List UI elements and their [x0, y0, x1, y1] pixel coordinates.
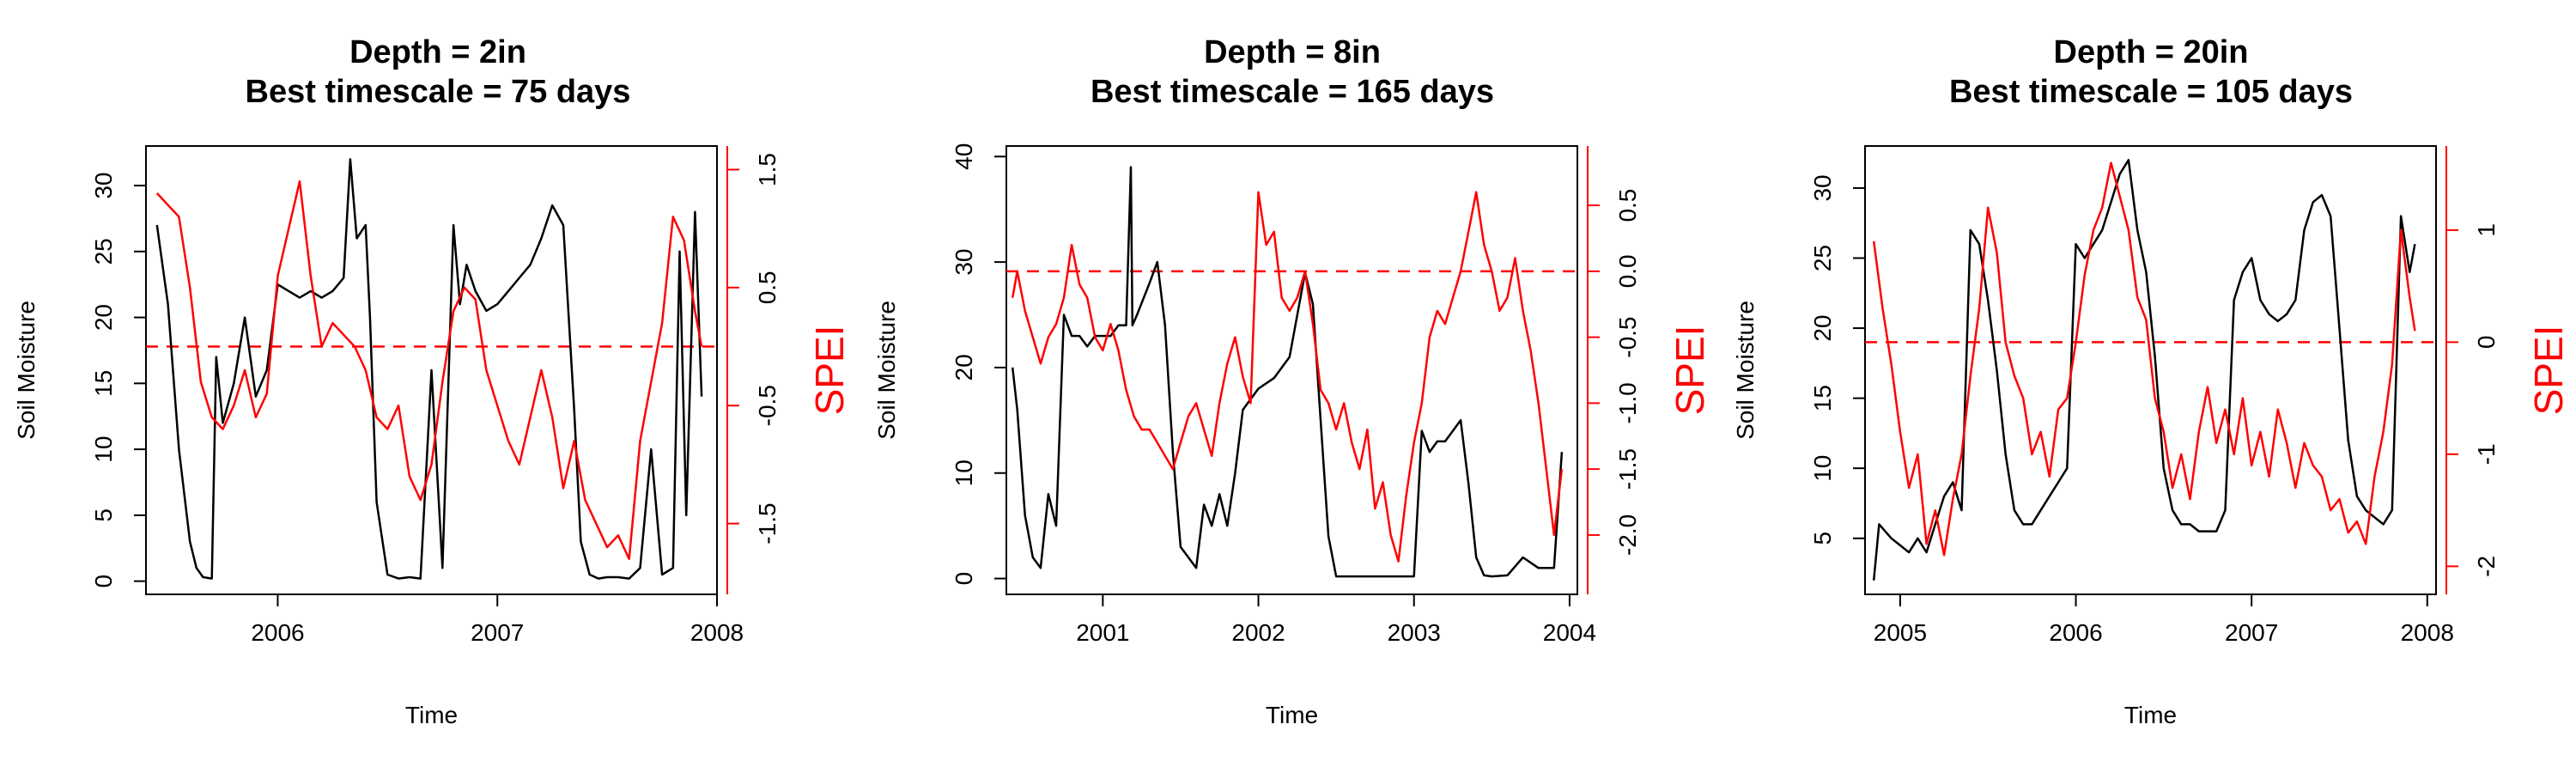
- panel-2-soil-moisture-line: [1011, 166, 1564, 578]
- panel-3-y2-tick-label: 1: [2473, 223, 2500, 237]
- panel-3-y-axis-label: Soil Moisture: [1732, 301, 1759, 440]
- panel-2-x-tick-label: 2003: [1388, 619, 1441, 646]
- panel-3-y-tick-label: 15: [1809, 385, 1836, 411]
- panel-1-y-tick-label: 15: [90, 370, 117, 397]
- panel-1-y-tick-label: 20: [90, 304, 117, 331]
- panel-2-y-tick-label: 10: [951, 460, 977, 486]
- panel-2-y2-tick-label: -1.5: [1614, 448, 1641, 490]
- panel-2-x-axis-label: Time: [1266, 702, 1318, 728]
- panel-3-y-tick-label: 25: [1809, 245, 1836, 271]
- panel-1-title-line1: Depth = 2in: [349, 34, 526, 70]
- panel-1-x-tick-label: 2006: [251, 619, 304, 646]
- panel-3-y2-tick-label: -2: [2473, 556, 2500, 577]
- panel-3-y-tick-label: 5: [1809, 532, 1836, 545]
- panel-2-y-tick-label: 20: [951, 354, 977, 380]
- panel-3-title-line1: Depth = 20in: [2053, 34, 2249, 70]
- panel-3-y-tick-label: 20: [1809, 314, 1836, 341]
- panel-2-title: Depth = 8in Best timescale = 165 days: [906, 33, 1679, 112]
- panel-1-y-tick-label: 0: [90, 575, 117, 588]
- panel-3-soil-moisture-line: [1872, 159, 2416, 581]
- panel-3-y-tick-label: 10: [1809, 455, 1836, 482]
- panel-3-y-tick-label: 30: [1809, 174, 1836, 201]
- panel-2-y2-tick-label: -2.0: [1614, 514, 1641, 556]
- panel-3-title-line2: Best timescale = 105 days: [1948, 74, 2354, 110]
- panel-2-y2-tick-label: 0.5: [1614, 189, 1641, 222]
- panel-1-y2-tick-label: -1.5: [754, 502, 781, 544]
- panel-1-y2-axis-label: SPEI: [807, 326, 852, 416]
- panel-2-y-tick-label: 0: [951, 572, 977, 586]
- panel-2-title-line2: Best timescale = 165 days: [1090, 74, 1495, 110]
- panel-2-y2-axis-label: SPEI: [1668, 326, 1712, 416]
- panel-1-title: Depth = 2in Best timescale = 75 days: [52, 33, 824, 112]
- panel-2-y2-tick-label: -1.0: [1614, 382, 1641, 423]
- panel-1-y-tick-label: 25: [90, 238, 117, 265]
- panel-2-x-tick-label: 2002: [1231, 619, 1285, 646]
- panel-2-x-tick-label: 2001: [1076, 619, 1129, 646]
- panel-2-spei-line: [1011, 191, 1564, 563]
- panel-3-x-tick-label: 2008: [2401, 619, 2454, 646]
- panel-3-y2-axis-label: SPEI: [2526, 326, 2571, 416]
- panel-3-x-tick-label: 2006: [2049, 619, 2102, 646]
- panel-1-spei-line: [155, 180, 703, 561]
- panel-1-y-tick-label: 10: [90, 436, 117, 463]
- panel-2-y-tick-label: 40: [951, 143, 977, 170]
- panel-1-x-axis-label: Time: [405, 702, 458, 728]
- panel-2-y2-tick-label: 0.0: [1614, 254, 1641, 288]
- panel-1-plot-box: [145, 145, 718, 595]
- panel-1-y-axis-label: Soil Moisture: [13, 301, 39, 440]
- panel-1-title-line2: Best timescale = 75 days: [245, 74, 631, 110]
- panel-2-y2-tick-label: -0.5: [1614, 316, 1641, 357]
- panel-1-y2-tick-label: 0.5: [754, 271, 781, 304]
- panel-3-plot-box: [1864, 145, 2437, 595]
- panel-2-y-tick-label: 30: [951, 249, 977, 276]
- panel-3-x-tick-label: 2007: [2225, 619, 2278, 646]
- panel-3-y2-tick-label: -1: [2473, 443, 2500, 465]
- panel-3-spei-line: [1872, 161, 2416, 557]
- panel-3-x-tick-label: 2005: [1874, 619, 1927, 646]
- panel-1-y-tick-label: 30: [90, 172, 117, 198]
- panel-3-y2-tick-label: 0: [2473, 336, 2500, 350]
- panel-3-x-axis-label: Time: [2124, 702, 2177, 728]
- panel-2-y-axis-label: Soil Moisture: [873, 301, 900, 440]
- panel-1-y2-tick-label: 1.5: [754, 153, 781, 186]
- panel-2-x-tick-label: 2004: [1543, 619, 1596, 646]
- panel-1-x-tick-label: 2007: [471, 619, 524, 646]
- panel-1-y-tick-label: 5: [90, 508, 117, 522]
- panel-1-soil-moisture-line: [155, 158, 703, 580]
- panel-3-title: Depth = 20in Best timescale = 105 days: [1765, 33, 2537, 112]
- panel-2-title-line1: Depth = 8in: [1204, 34, 1381, 70]
- panel-2-plot-box: [1005, 145, 1578, 595]
- panel-1-y2-tick-label: -0.5: [754, 385, 781, 426]
- panel-1-x-tick-label: 2008: [690, 619, 744, 646]
